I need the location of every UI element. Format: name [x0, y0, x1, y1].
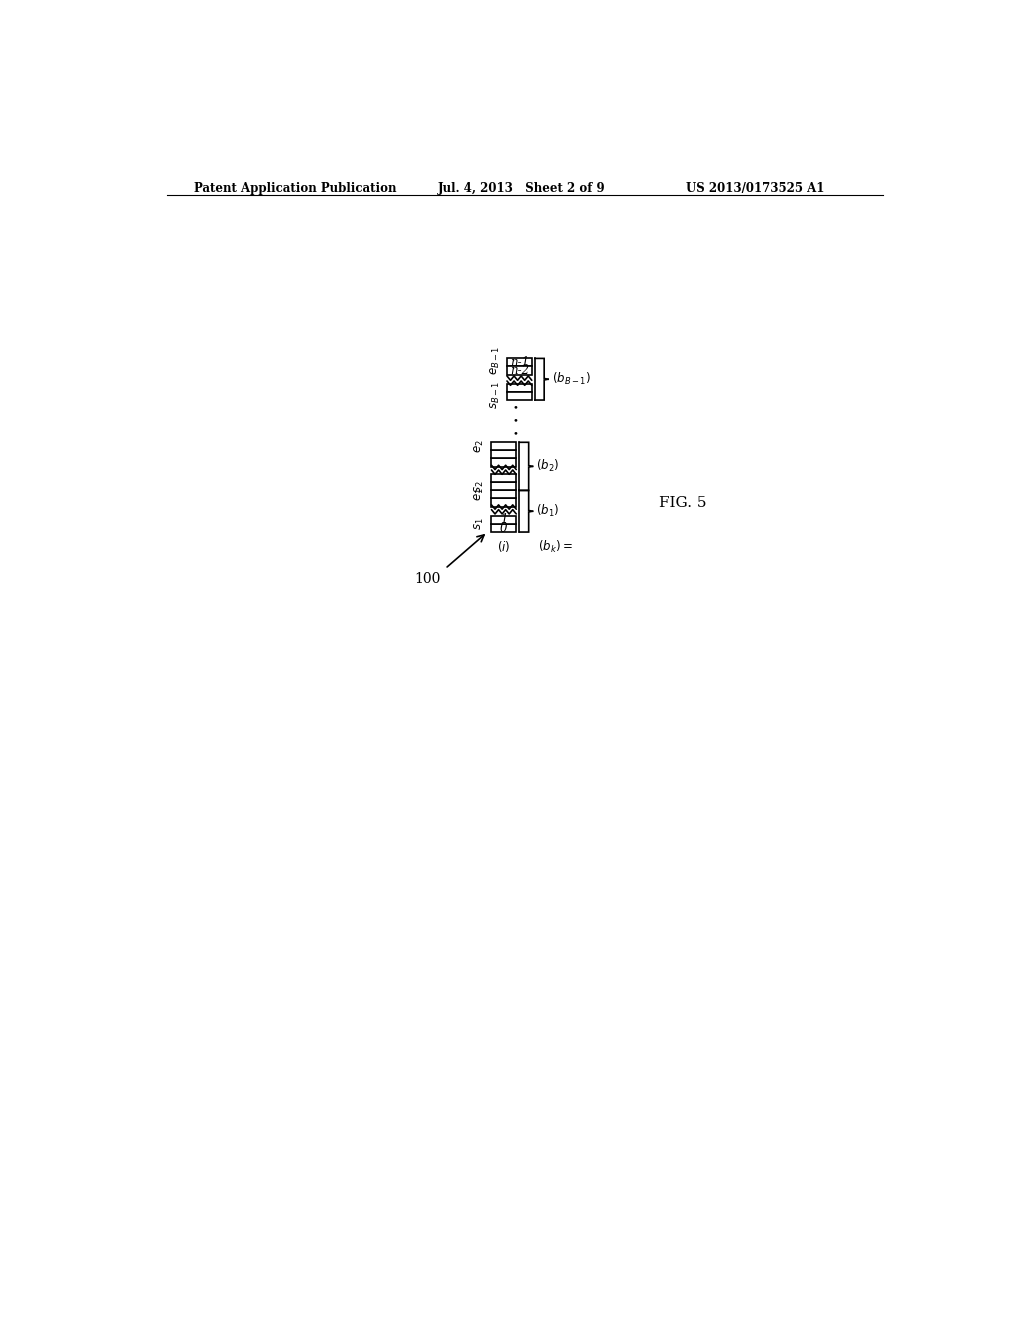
Text: $(b_1)$: $(b_1)$: [537, 503, 560, 519]
Text: •: •: [513, 403, 518, 412]
Text: FIG. 5: FIG. 5: [658, 496, 707, 510]
FancyBboxPatch shape: [492, 442, 516, 450]
FancyBboxPatch shape: [507, 359, 531, 367]
Text: •: •: [513, 416, 518, 425]
FancyBboxPatch shape: [492, 474, 516, 482]
Text: $s_{B-1}$: $s_{B-1}$: [488, 381, 502, 409]
FancyBboxPatch shape: [492, 491, 516, 499]
Text: $e_1$: $e_1$: [473, 487, 486, 502]
FancyBboxPatch shape: [507, 392, 531, 400]
FancyBboxPatch shape: [492, 458, 516, 466]
Text: $(b_k) =$: $(b_k) =$: [538, 539, 572, 554]
Text: $s_2$: $s_2$: [473, 480, 486, 492]
Text: $(b_{B-1})$: $(b_{B-1})$: [552, 371, 591, 387]
Text: n-2: n-2: [510, 364, 529, 378]
Text: 0: 0: [500, 521, 508, 535]
FancyBboxPatch shape: [492, 524, 516, 532]
FancyBboxPatch shape: [492, 516, 516, 524]
Text: $(i)$: $(i)$: [497, 539, 511, 553]
FancyBboxPatch shape: [492, 499, 516, 507]
Text: Jul. 4, 2013   Sheet 2 of 9: Jul. 4, 2013 Sheet 2 of 9: [438, 182, 605, 194]
Text: Patent Application Publication: Patent Application Publication: [194, 182, 396, 194]
FancyBboxPatch shape: [492, 482, 516, 491]
FancyBboxPatch shape: [507, 367, 531, 375]
FancyBboxPatch shape: [507, 384, 531, 392]
Text: n-1: n-1: [510, 356, 529, 370]
Text: $(b_2)$: $(b_2)$: [537, 458, 560, 474]
Text: 100: 100: [415, 572, 441, 586]
Text: 1: 1: [500, 513, 508, 527]
FancyBboxPatch shape: [492, 450, 516, 458]
Text: $s_1$: $s_1$: [473, 517, 486, 531]
Text: $e_{B-1}$: $e_{B-1}$: [488, 346, 502, 375]
Text: US 2013/0173525 A1: US 2013/0173525 A1: [686, 182, 824, 194]
Text: $e_2$: $e_2$: [473, 440, 486, 453]
Text: •: •: [513, 429, 518, 438]
